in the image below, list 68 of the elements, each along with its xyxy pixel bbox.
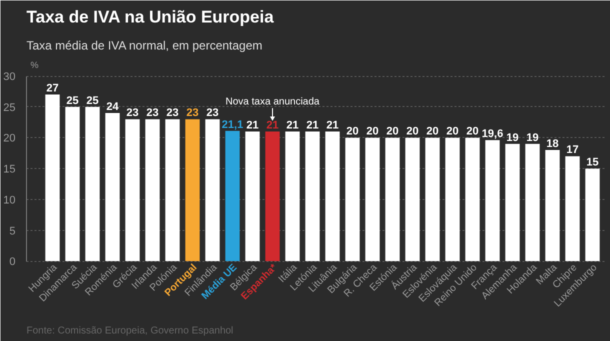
bar [305,132,320,262]
bar [385,138,400,262]
data-label: 23 [206,107,219,120]
data-label: 20 [446,126,459,138]
y-tick-label: 20 [3,132,16,145]
bar [125,119,140,262]
data-label: 20 [426,126,439,138]
chart-subtitle: Taxa média de IVA normal, em percentagem [26,38,262,52]
bar [585,168,600,262]
bar [365,138,380,262]
bar [525,144,540,262]
y-tick-label: 10 [3,194,16,206]
bar [225,130,240,262]
data-label: 17 [566,144,579,156]
bar [145,119,160,262]
bar [165,119,180,262]
data-label: 20 [346,126,359,138]
data-label: 21 [286,120,299,132]
annotation: Nova taxa anunciada [226,96,320,108]
data-label: 23 [166,107,179,120]
y-tick-label: 0 [9,256,16,268]
data-label: 19 [526,132,539,144]
data-label: 21 [246,120,259,132]
data-label: 20 [386,126,399,138]
bar [245,132,260,262]
data-label: 21,1 [222,118,244,131]
bar [265,132,280,262]
data-label: 23 [126,107,139,120]
bar [185,119,200,262]
bar [505,144,520,262]
bar [445,138,460,262]
y-axis-title: % [30,60,39,70]
data-label: 18 [546,138,559,150]
y-tick-label: 30 [3,71,16,84]
data-label: 19 [506,132,519,144]
y-tick-label: 5 [9,225,16,238]
data-label: 25 [86,94,99,107]
bar [405,138,420,262]
bar [345,138,360,262]
bar [465,138,480,262]
data-label: 21 [326,120,339,132]
data-label: 23 [186,107,199,120]
y-tick-label: 25 [3,102,16,114]
data-label: 21 [266,120,279,132]
data-label: 20 [406,126,419,138]
bar [105,113,120,262]
bar [85,106,100,262]
data-label: 27 [46,82,59,95]
bar [45,94,60,262]
data-label: 23 [146,107,159,120]
bar [325,132,340,262]
chart-title: Taxa de IVA na União Europeia [26,8,274,26]
data-label: 25 [66,94,79,107]
bar [285,132,300,262]
y-tick-label: 15 [3,164,16,176]
bar [565,156,580,262]
data-label: 15 [586,156,599,169]
bar [485,140,500,262]
data-label: 21 [306,120,319,132]
data-label: 20 [466,126,479,138]
data-label: 24 [106,101,120,114]
source-note: Fonte: Comissão Europeia, Governo Espanhol [26,326,234,336]
bar [65,106,80,262]
bar [205,119,220,262]
bar [545,150,560,262]
bar [425,138,440,262]
data-label: 19,6 [482,128,504,140]
data-label: 20 [366,126,379,138]
